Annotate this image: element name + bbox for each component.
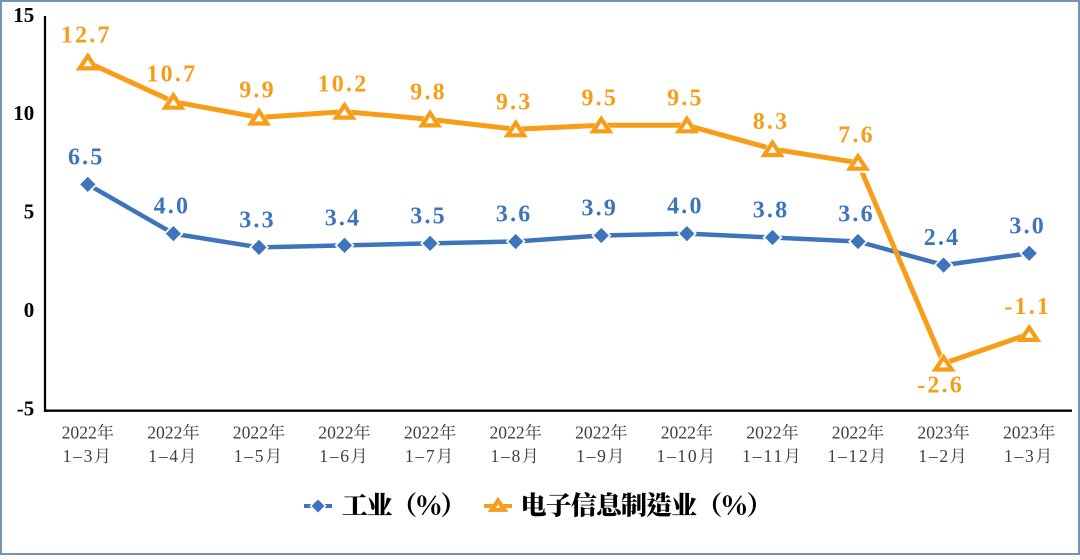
svg-text:4.0: 4.0 bbox=[154, 194, 191, 220]
svg-text:2022: 2022 bbox=[575, 423, 610, 443]
svg-text:3.5: 3.5 bbox=[410, 203, 447, 229]
svg-text:1–5: 1–5 bbox=[234, 446, 264, 466]
svg-text:-1.1: -1.1 bbox=[1004, 294, 1051, 320]
svg-text:1–6: 1–6 bbox=[319, 446, 349, 466]
svg-text:1–2: 1–2 bbox=[918, 446, 948, 466]
svg-text:-5: -5 bbox=[17, 396, 35, 420]
svg-text:10: 10 bbox=[13, 101, 34, 125]
svg-text:10.2: 10.2 bbox=[318, 72, 369, 98]
svg-text:1–4: 1–4 bbox=[148, 446, 178, 466]
svg-text:4.0: 4.0 bbox=[667, 194, 704, 220]
svg-text:15: 15 bbox=[13, 3, 34, 27]
svg-text:2.4: 2.4 bbox=[924, 225, 961, 251]
svg-text:3.9: 3.9 bbox=[581, 196, 618, 222]
svg-text:2022: 2022 bbox=[318, 423, 353, 443]
svg-text:1–9: 1–9 bbox=[576, 446, 606, 466]
svg-text:9.8: 9.8 bbox=[410, 79, 447, 105]
svg-text:1–3: 1–3 bbox=[63, 446, 93, 466]
svg-text:3.3: 3.3 bbox=[239, 207, 276, 233]
svg-text:1–8: 1–8 bbox=[491, 446, 521, 466]
svg-text:2022: 2022 bbox=[746, 423, 781, 443]
svg-text:3.8: 3.8 bbox=[753, 198, 790, 224]
svg-text:7.6: 7.6 bbox=[838, 123, 875, 149]
svg-text:3.6: 3.6 bbox=[838, 202, 875, 228]
svg-text:2023: 2023 bbox=[1003, 423, 1038, 443]
svg-text:6.5: 6.5 bbox=[68, 144, 105, 170]
svg-text:9.9: 9.9 bbox=[239, 78, 276, 104]
svg-text:2022: 2022 bbox=[661, 423, 696, 443]
svg-text:9.5: 9.5 bbox=[667, 85, 704, 111]
svg-text:2022: 2022 bbox=[62, 423, 97, 443]
svg-text:1–12: 1–12 bbox=[828, 446, 868, 466]
svg-text:8.3: 8.3 bbox=[753, 109, 790, 135]
svg-text:2022: 2022 bbox=[233, 423, 268, 443]
svg-text:2023: 2023 bbox=[917, 423, 952, 443]
svg-text:2022: 2022 bbox=[404, 423, 439, 443]
svg-text:5: 5 bbox=[24, 200, 35, 224]
svg-text:2022: 2022 bbox=[832, 423, 867, 443]
svg-text:-2.6: -2.6 bbox=[917, 373, 964, 399]
svg-text:3.4: 3.4 bbox=[325, 205, 362, 231]
svg-text:1–3: 1–3 bbox=[1004, 446, 1034, 466]
svg-text:10.7: 10.7 bbox=[146, 62, 197, 88]
svg-text:2022: 2022 bbox=[490, 423, 525, 443]
svg-text:9.3: 9.3 bbox=[496, 89, 533, 115]
svg-text:0: 0 bbox=[24, 298, 35, 322]
svg-text:9.5: 9.5 bbox=[581, 85, 618, 111]
svg-text:1–10: 1–10 bbox=[657, 446, 697, 466]
svg-text:1–7: 1–7 bbox=[405, 446, 435, 466]
svg-text:12.7: 12.7 bbox=[61, 22, 112, 48]
svg-text:3.0: 3.0 bbox=[1009, 213, 1046, 239]
svg-text:2022: 2022 bbox=[147, 423, 182, 443]
svg-text:3.6: 3.6 bbox=[496, 202, 533, 228]
